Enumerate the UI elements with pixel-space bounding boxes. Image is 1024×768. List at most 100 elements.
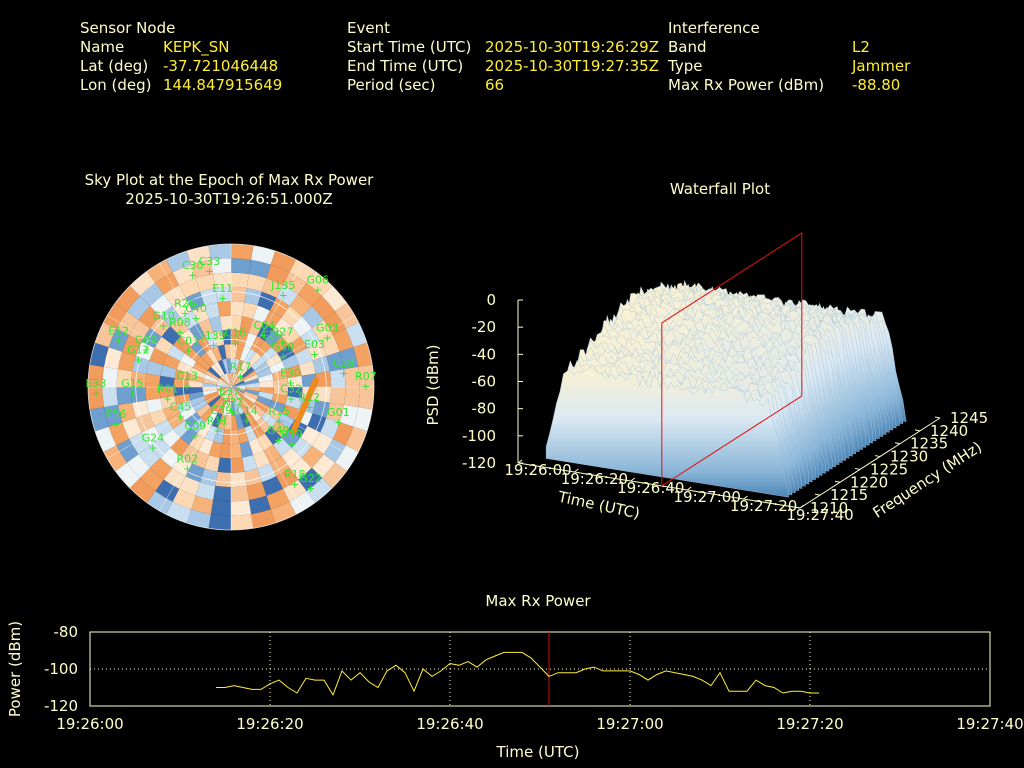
waterfall-freq-tick-label: 1240: [930, 422, 968, 440]
skyplot-cell: [265, 406, 282, 421]
skyplot-cell: [205, 332, 218, 349]
waterfall-z-tick-label: -100: [462, 427, 496, 445]
skyplot-cell: [116, 311, 139, 336]
skyplot-satellite-label: R07: [355, 370, 377, 383]
skyplot-satellite-marker: +: [361, 380, 370, 393]
skyplot-satellite-label: R08: [169, 316, 191, 329]
skyplot-cell: [146, 259, 173, 283]
skyplot-cell: [222, 429, 231, 445]
skyplot-cell: [231, 301, 245, 317]
skyplot-cell: [273, 378, 289, 387]
skyplot-cell: [231, 384, 246, 387]
waterfall-time-axis: [517, 462, 801, 509]
skyplot-cell: [289, 457, 312, 480]
skyplot-cell: [248, 495, 271, 515]
skyplot-cell: [180, 353, 197, 368]
skyplot-spoke: [159, 386, 232, 511]
skyplot-cell: [306, 271, 333, 296]
skyplot-cell: [214, 361, 225, 376]
waterfall-freq-tick-label: 1230: [890, 448, 928, 466]
skyplot-satellite-marker: +: [159, 320, 168, 333]
skyplot-satellite-label: G49: [267, 424, 290, 437]
skyplot-cell: [207, 366, 221, 379]
skyplot-cell: [231, 358, 236, 373]
waterfall-time-tick-label: 19:26:20: [561, 470, 628, 488]
skyplot-cell: [247, 407, 262, 422]
skyplot-satellite-marker: +: [225, 395, 234, 408]
skyplot-satellite-label: R18: [284, 468, 306, 481]
skyplot-cell: [213, 485, 231, 502]
interference-band-value: L2: [852, 38, 870, 56]
skyplot-cell: [160, 306, 181, 327]
skyplot-cell: [180, 329, 198, 347]
skyplot-satellite-label: E12: [108, 325, 129, 338]
skyplot-cell: [231, 387, 236, 402]
skyplot-cell: [231, 258, 252, 274]
interference-power-label: Max Rx Power (dBm): [668, 76, 825, 94]
skyplot-satellite-marker: +: [242, 415, 251, 428]
skyplot-cell: [188, 380, 203, 387]
skyplot-cell: [344, 387, 360, 408]
skyplot-cell: [216, 384, 231, 387]
skyplot-satellite-marker: +: [111, 418, 120, 431]
waterfall-time-tick-label: 19:26:40: [617, 479, 684, 497]
skyplot-cell: [246, 482, 267, 500]
skyplot-title: Sky Plot at the Epoch of Max Rx Power: [84, 171, 374, 189]
skyplot-cell: [257, 323, 273, 341]
skyplot-cell: [226, 372, 231, 387]
skyplot-cell: [138, 306, 161, 329]
skyplot-cell: [288, 336, 308, 355]
skyplot-cell: [88, 364, 104, 387]
skyplot-satellite-label: G12: [127, 343, 150, 356]
skyplot-cell: [358, 387, 374, 410]
skyplot-cell: [244, 332, 257, 349]
skyplot-satellite-marker: +: [176, 411, 185, 424]
skyplot-cell: [231, 387, 243, 398]
skyplot-cell: [241, 366, 255, 379]
skyplot-cell: [126, 296, 151, 320]
skyplot-cell: [285, 364, 302, 379]
skyplot-cell: [155, 272, 180, 295]
skyplot-cell: [261, 346, 278, 362]
skyplot-cell: [163, 468, 186, 489]
skyplot-cell: [257, 291, 277, 311]
skyplot-cell: [132, 356, 150, 374]
skyplot-cell: [211, 346, 223, 362]
skyplot-cell: [184, 346, 201, 362]
skyplot-cell: [214, 398, 225, 413]
skyplot-cell: [226, 387, 231, 402]
skyplot-cell: [258, 373, 274, 383]
skyplot-cell: [129, 478, 156, 503]
skyplot-cell: [289, 294, 312, 317]
skyplot-cell: [329, 369, 346, 387]
skyplot-cell: [237, 427, 249, 444]
skyplot-cell: [256, 367, 272, 379]
skyplot-cell: [228, 372, 231, 387]
sensor-lat-value: -37.721046448: [163, 57, 279, 75]
skyplot-cell: [287, 387, 303, 399]
skyplot-cell: [228, 387, 231, 402]
skyplot-cell: [261, 476, 283, 496]
skyplot-cell: [353, 407, 373, 432]
skyplot-cell: [257, 463, 277, 483]
skyplot-cell: [270, 251, 296, 273]
skyplot-cell: [190, 417, 206, 434]
skyplot-cell: [215, 471, 231, 488]
skyplot-cell: [231, 372, 234, 387]
skyplot-cell: [231, 387, 246, 392]
skyplot-cell: [231, 443, 243, 459]
waterfall-freq-tick: [854, 467, 861, 470]
skyplot-cell: [277, 413, 295, 429]
skyplot-cell: [173, 336, 191, 354]
skyplot-cell: [196, 403, 211, 418]
skyplot-satellite-label: G30: [272, 341, 295, 354]
skyplot-cell: [204, 455, 220, 472]
skyplot-satellite-marker: +: [134, 353, 143, 366]
skyplot-cell: [242, 302, 258, 319]
skyplot-cell: [160, 447, 181, 468]
skyplot-cell: [108, 422, 130, 446]
skyplot-satellite-label: C03: [177, 334, 199, 347]
skyplot-cell: [258, 391, 274, 401]
skyplot-satellite-marker: +: [217, 414, 226, 427]
skyplot-cell: [200, 468, 218, 486]
